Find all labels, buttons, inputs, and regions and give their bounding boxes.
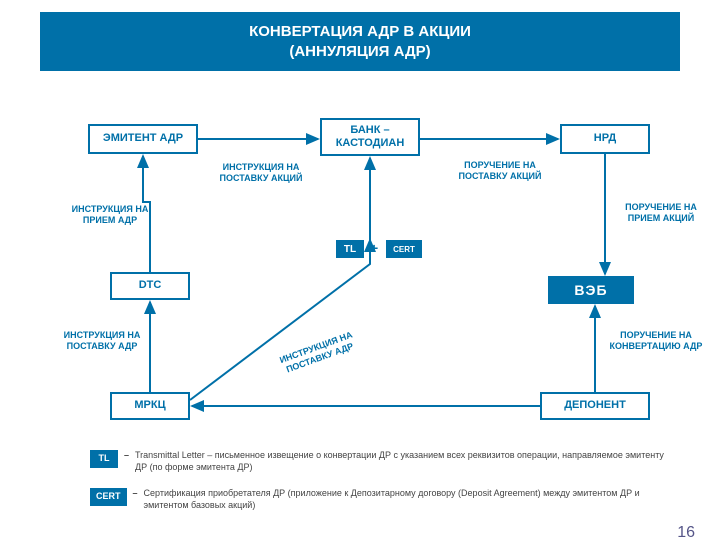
node-custodian: БАНК – КАСТОДИАН <box>320 118 420 156</box>
label-order-stock-delivery: ПОРУЧЕНИЕ НА ПОСТАВКУ АКЦИЙ <box>450 160 550 182</box>
label-instr-adr-delivery: ИНСТРУКЦИЯ НА ПОСТАВКУ АДР <box>52 330 152 352</box>
footnote-tl: TL – Transmittal Letter – письменное изв… <box>90 450 670 473</box>
node-issuer: ЭМИТЕНТ АДР <box>88 124 198 154</box>
node-nrd: НРД <box>560 124 650 154</box>
label-order-stock-receive: ПОРУЧЕНИЕ НА ПРИЕМ АКЦИЙ <box>616 202 706 224</box>
cert-tag: CERT <box>386 240 422 258</box>
dash-icon: – <box>124 450 129 462</box>
node-mrkc: МРКЦ <box>110 392 190 420</box>
node-dtc: DTC <box>110 272 190 300</box>
dash-icon: – <box>133 488 138 500</box>
title-bar: КОНВЕРТАЦИЯ АДР В АКЦИИ (АННУЛЯЦИЯ АДР) <box>40 12 680 71</box>
label-instr-adr-receive: ИНСТРУКЦИЯ НА ПРИЕМ АДР <box>60 204 160 226</box>
footnote-cert-tag: CERT <box>90 488 127 506</box>
node-deponent: ДЕПОНЕНТ <box>540 392 650 420</box>
tl-tag: TL <box>336 240 364 258</box>
footnote-cert-text: Сертификация приобретателя ДР (приложени… <box>144 488 670 511</box>
label-instr-stock-delivery: ИНСТРУКЦИЯ НА ПОСТАВКУ АКЦИЙ <box>206 162 316 184</box>
page-number: 16 <box>677 524 695 542</box>
plus-icon: + <box>370 240 378 256</box>
label-instr-adr-delivery2: ИНСТРУКЦИЯ НА ПОСТАВКУ АДР <box>258 322 378 383</box>
node-veb: ВЭБ <box>548 276 634 304</box>
footnote-tl-tag: TL <box>90 450 118 468</box>
footnote-cert: CERT – Сертификация приобретателя ДР (пр… <box>90 488 670 511</box>
label-order-adr-convert: ПОРУЧЕНИЕ НА КОНВЕРТАЦИЮ АДР <box>606 330 706 352</box>
footnote-tl-text: Transmittal Letter – письменное извещени… <box>135 450 670 473</box>
title-line2: (АННУЛЯЦИЯ АДР) <box>40 42 680 62</box>
title-line1: КОНВЕРТАЦИЯ АДР В АКЦИИ <box>40 22 680 42</box>
